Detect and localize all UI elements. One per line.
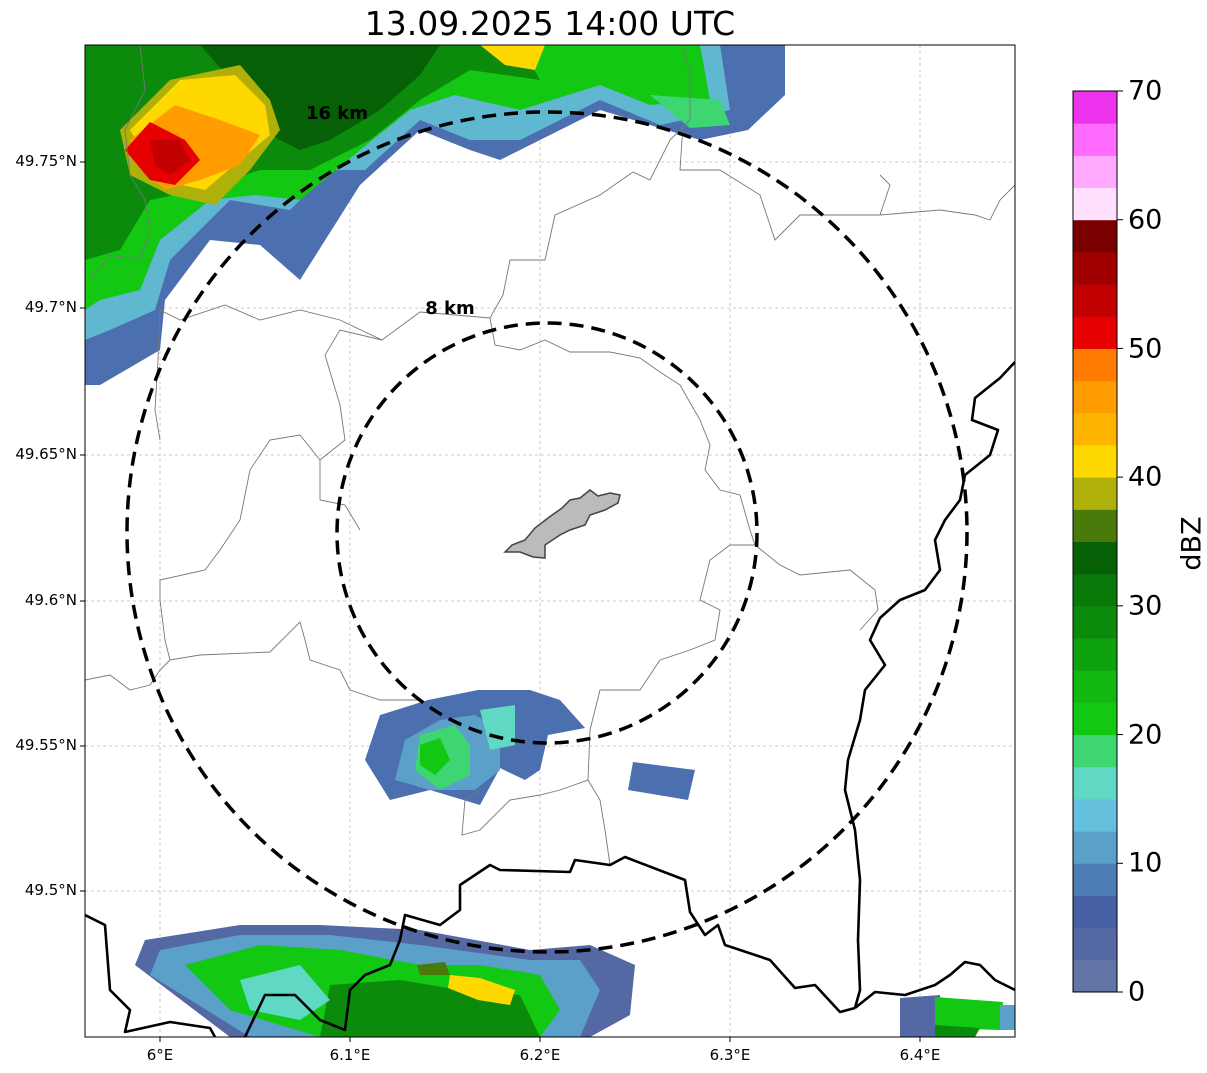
colorbar-bin — [1073, 766, 1117, 800]
colorbar-frame — [1072, 90, 1118, 993]
colorbar-tick-label: 40 — [1128, 461, 1163, 493]
colorbar-bin — [1073, 91, 1117, 124]
lat-tick-label: 49.65°N — [15, 445, 77, 463]
colorbar-bin — [1073, 316, 1117, 349]
chart-title: 13.09.2025 14:00 UTC — [364, 4, 736, 43]
colorbar-bin — [1073, 605, 1117, 639]
lon-tick-label: 6°E — [146, 1046, 174, 1064]
colorbar-bin — [1073, 670, 1117, 703]
colorbar-bin — [1073, 509, 1117, 542]
colorbar-bin — [1073, 734, 1117, 768]
lon-tick-label: 6.4°E — [899, 1046, 941, 1064]
city-area — [503, 489, 621, 559]
range-ring-8km — [335, 321, 759, 745]
colorbar-bin — [1073, 477, 1117, 510]
colorbar-tick-label: 50 — [1128, 333, 1163, 365]
colorbar-tick-label: 30 — [1128, 590, 1163, 622]
colorbar-bin — [1073, 831, 1117, 864]
gridlines — [85, 45, 1015, 1037]
colorbar-bin — [1073, 123, 1117, 156]
range-ring-16km — [125, 110, 969, 954]
colorbar-bin — [1073, 638, 1117, 671]
colorbar-tick-label: 20 — [1128, 719, 1163, 751]
colorbar-bin — [1073, 187, 1117, 221]
colorbar-bin — [1073, 573, 1117, 607]
colorbar-bin — [1073, 895, 1117, 929]
colorbar-bin — [1073, 251, 1117, 285]
lat-tick-label: 49.5°N — [24, 881, 77, 899]
colorbar-tick-label: 60 — [1128, 204, 1163, 236]
lon-tick-label: 6.3°E — [709, 1046, 751, 1064]
colorbar-bin — [1073, 444, 1117, 478]
colorbar-bin — [1073, 348, 1117, 382]
colorbar-tick-label: 10 — [1128, 847, 1163, 879]
ring-label-16km: 16 km — [306, 103, 368, 124]
colorbar-bin — [1073, 219, 1117, 253]
colorbar-bin — [1073, 927, 1117, 961]
colorbar-bin — [1073, 284, 1117, 317]
national-borders — [85, 361, 1015, 1037]
lat-tick-label: 49.75°N — [15, 152, 77, 170]
colorbar-label: dBZ — [1176, 516, 1207, 571]
colorbar-bin — [1073, 155, 1117, 189]
map-frame — [84, 44, 1016, 1038]
colorbar-tick-label: 0 — [1128, 976, 1146, 1008]
colorbar — [1073, 90, 1123, 993]
ring-label-8km: 8 km — [425, 298, 475, 319]
lat-tick-label: 49.55°N — [15, 736, 77, 754]
colorbar-bin — [1073, 959, 1117, 993]
colorbar-bin — [1073, 412, 1117, 446]
colorbar-bin — [1073, 798, 1117, 832]
colorbar-bin — [1073, 541, 1117, 575]
radar-echo-south — [135, 925, 1015, 1037]
radar-echo-northwest — [85, 45, 785, 385]
lon-tick-label: 6.2°E — [519, 1046, 561, 1064]
radar-echo-central — [365, 690, 695, 805]
colorbar-tick-label: 70 — [1128, 75, 1163, 107]
colorbar-bin — [1073, 863, 1117, 896]
admin-boundaries — [85, 45, 1015, 866]
lat-tick-label: 49.6°N — [24, 591, 77, 609]
lat-tick-label: 49.7°N — [24, 298, 77, 316]
lon-tick-label: 6.1°E — [329, 1046, 371, 1064]
colorbar-bin — [1073, 380, 1117, 414]
colorbar-bin — [1073, 702, 1117, 736]
